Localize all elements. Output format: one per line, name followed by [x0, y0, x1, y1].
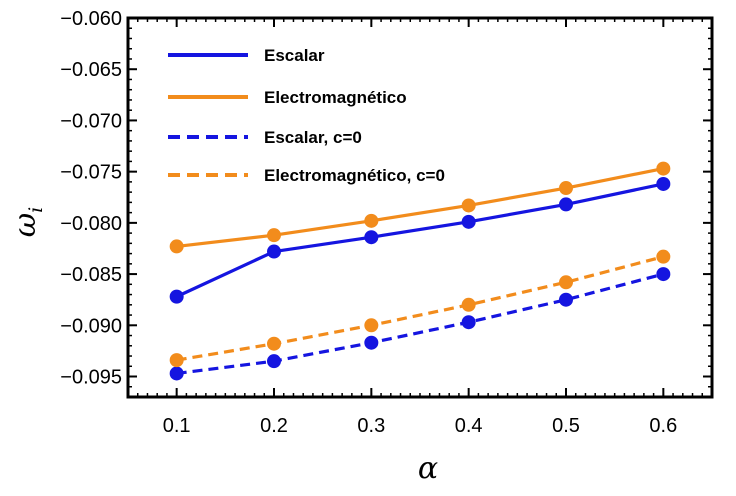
x-tick-label: 0.4 [455, 415, 483, 437]
data-point [461, 198, 476, 213]
x-tick-label: 0.3 [357, 415, 385, 437]
series-line [176, 272, 664, 376]
data-point [169, 239, 184, 254]
series-4 [169, 249, 671, 368]
data-point [169, 289, 184, 304]
data-point [267, 244, 281, 259]
data-point [364, 335, 379, 350]
series-line [175, 182, 664, 299]
y-tick-label: −0.075 [60, 162, 122, 184]
series-1 [169, 176, 671, 304]
y-tick-label: −0.090 [60, 315, 122, 337]
legend-label: Electromagnético [264, 88, 407, 107]
y-axis-title-subscript: i [25, 207, 47, 213]
series-line [176, 167, 664, 249]
data-point [169, 353, 184, 368]
data-point [364, 213, 379, 228]
y-tick-label: −0.065 [60, 59, 122, 81]
x-tick-label: 0.6 [649, 415, 677, 437]
data-point [267, 336, 281, 351]
data-point [364, 230, 379, 245]
data-point [656, 176, 671, 191]
series-3 [169, 267, 671, 381]
y-axis-title: ωi [8, 207, 47, 238]
y-tick-label: −0.080 [60, 213, 122, 235]
x-tick-label: 0.5 [552, 415, 580, 437]
data-point [559, 275, 573, 290]
series-line [176, 255, 664, 362]
y-tick-label: −0.085 [60, 264, 122, 286]
legend-label: Escalar [264, 46, 325, 65]
x-tick-label: 0.1 [163, 415, 191, 437]
data-point [267, 228, 281, 243]
data-point [461, 315, 476, 330]
data-point [656, 161, 671, 176]
data-point [461, 297, 476, 312]
x-tick-label: 0.2 [260, 415, 288, 437]
data-point [559, 197, 573, 212]
data-point [656, 249, 671, 264]
plot-frame [126, 16, 714, 399]
data-point [364, 318, 379, 333]
legend-label: Electromagnético, c=0 [264, 166, 445, 185]
y-tick-label: −0.060 [60, 8, 122, 30]
legend-label: Escalar, c=0 [264, 128, 362, 147]
data-point [461, 214, 476, 229]
x-axis-title: α [418, 451, 438, 486]
y-tick-label: −0.070 [60, 110, 122, 132]
y-tick-label: −0.095 [60, 367, 122, 389]
data-point [559, 292, 573, 307]
y-axis-title-symbol: ω [8, 213, 43, 237]
data-point [267, 354, 281, 369]
series-2 [169, 161, 671, 254]
data-point [656, 267, 671, 282]
data-point [169, 366, 184, 381]
data-point [559, 181, 573, 196]
